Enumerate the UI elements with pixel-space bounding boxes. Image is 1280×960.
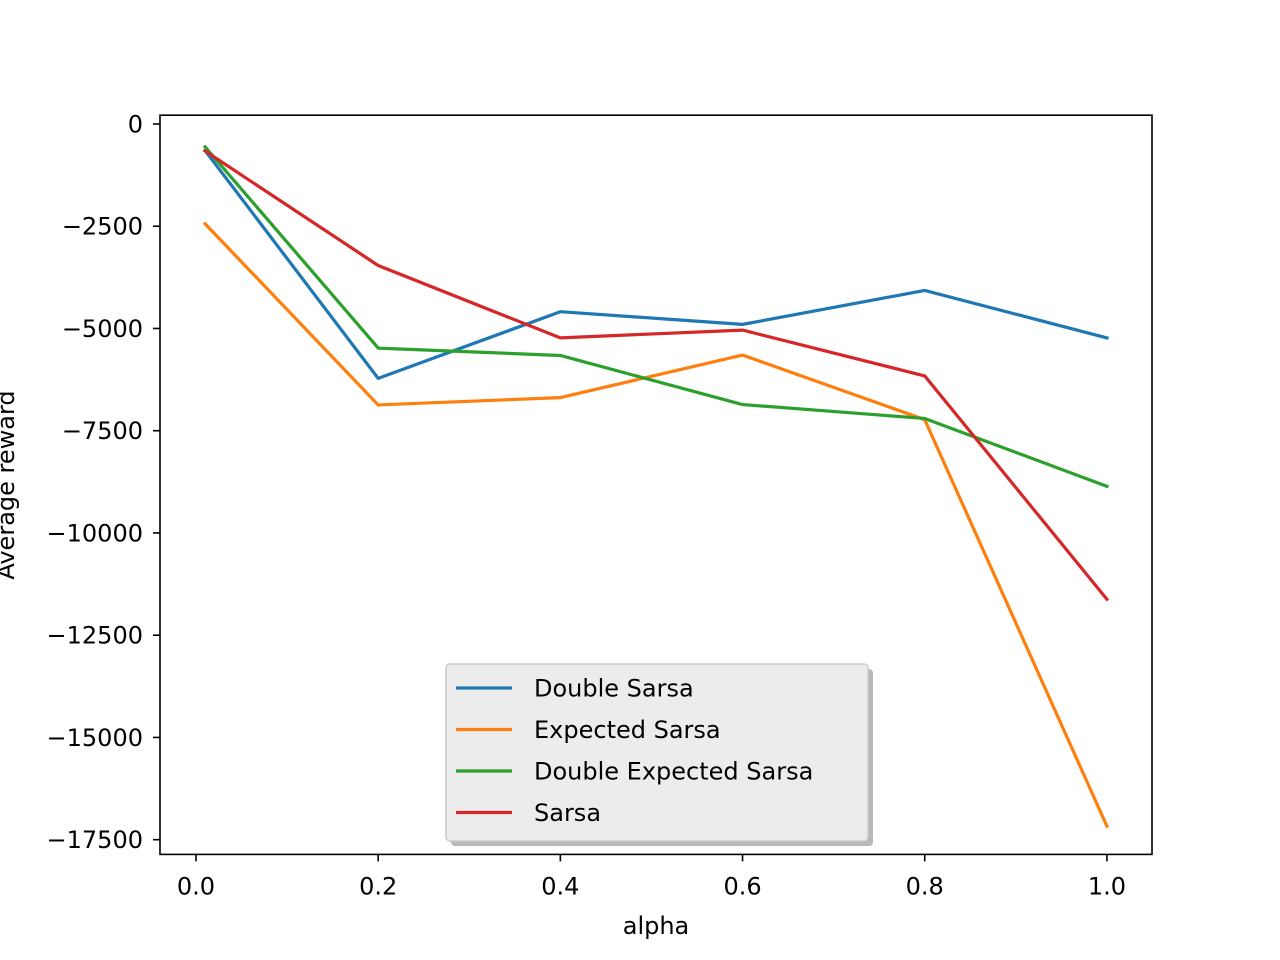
y-tick-label: −15000 bbox=[47, 724, 143, 752]
legend-label-2: Double Expected Sarsa bbox=[534, 758, 813, 786]
x-axis-label: alpha bbox=[623, 912, 690, 940]
x-tick-label: 1.0 bbox=[1088, 872, 1126, 900]
y-tick-label: −5000 bbox=[62, 315, 143, 343]
x-tick-label: 0.6 bbox=[723, 872, 761, 900]
legend-box bbox=[445, 663, 869, 842]
plot-frame bbox=[159, 114, 1153, 856]
y-tick-label: −10000 bbox=[47, 519, 143, 547]
y-axis: 0 −2500 −5000 −7500 −10000 −12500 −15000 −17500 bbox=[47, 110, 160, 854]
x-axis: 0.0 0.2 0.4 0.6 0.8 1.0 bbox=[177, 854, 1126, 900]
series-line-3 bbox=[202, 148, 1110, 602]
legend: Double Sarsa Expected Sarsa Double Expecte… bbox=[445, 663, 873, 846]
x-tick-label: 0.0 bbox=[177, 872, 215, 900]
series-line-1 bbox=[202, 221, 1110, 829]
legend-label-0: Double Sarsa bbox=[534, 675, 694, 703]
x-tick-label: 0.8 bbox=[906, 872, 944, 900]
y-axis-label: Average reward bbox=[0, 390, 20, 579]
series-layer bbox=[202, 144, 1110, 829]
y-tick-label: 0 bbox=[128, 110, 143, 138]
y-tick-label: −2500 bbox=[62, 213, 143, 241]
y-tick-label: −17500 bbox=[47, 826, 143, 854]
legend-label-1: Expected Sarsa bbox=[534, 716, 721, 744]
y-tick-label: −12500 bbox=[47, 622, 143, 650]
y-tick-label: −7500 bbox=[62, 417, 143, 445]
x-tick-label: 0.2 bbox=[359, 872, 397, 900]
x-tick-label: 0.4 bbox=[541, 872, 579, 900]
series-line-2 bbox=[202, 144, 1109, 489]
series-line-0 bbox=[202, 148, 1109, 380]
legend-label-3: Sarsa bbox=[534, 799, 601, 827]
